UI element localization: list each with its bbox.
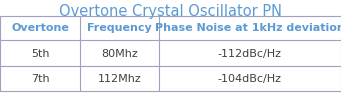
Text: 112Mhz: 112Mhz [98, 74, 141, 84]
Text: Overtone: Overtone [11, 23, 69, 33]
Text: Overtone Crystal Oscillator PN: Overtone Crystal Oscillator PN [59, 4, 282, 19]
Text: Phase Noise at 1kHz deviation: Phase Noise at 1kHz deviation [155, 23, 341, 33]
Text: 80Mhz: 80Mhz [101, 49, 138, 59]
Text: 7th: 7th [31, 74, 49, 84]
Text: -112dBc/Hz: -112dBc/Hz [218, 49, 282, 59]
Text: -104dBc/Hz: -104dBc/Hz [218, 74, 282, 84]
Text: Frequency: Frequency [87, 23, 152, 33]
Text: 5th: 5th [31, 49, 49, 59]
